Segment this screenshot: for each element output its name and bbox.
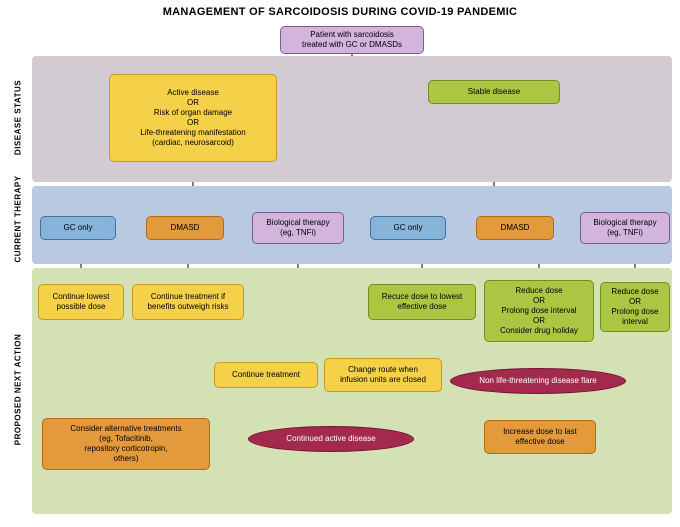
node-increase: Increase dose to last effective dose [484,420,596,454]
node-alt: Consider alternative treatments (eg, Tof… [42,418,210,470]
node-stable: Stable disease [428,80,560,104]
node-a7: Reduce dose OR Prolong dose interval [600,282,670,332]
node-dmasd_r: DMASD [476,216,554,240]
node-a1: Continue lowest possible dose [38,284,124,320]
node-a2: Continue treatment if benefits outweigh … [132,284,244,320]
node-bio_r: Biological therapy (eg, TNFi) [580,212,670,244]
node-bio_l: Biological therapy (eg, TNFi) [252,212,344,244]
node-gc_r: GC only [370,216,446,240]
panel-label-action: PROPOSED NEXT ACTION [14,267,23,513]
node-flare: Non life-threatening disease flare [450,368,626,394]
node-a5: Recuce dose to lowest effective dose [368,284,476,320]
flowchart-canvas: DISEASE STATUSCURRENT THERAPYPROPOSED NE… [32,22,672,520]
chart-title: MANAGEMENT OF SARCOIDOSIS DURING COVID-1… [0,0,680,22]
node-root: Patient with sarcoidosis treated with GC… [280,26,424,54]
node-a3: Continue treatment [214,362,318,388]
node-gc_l: GC only [40,216,116,240]
node-a6: Reduce dose OR Prolong dose interval OR … [484,280,594,342]
panel-label-therapy: CURRENT THERAPY [14,185,23,263]
panel-label-status: DISEASE STATUS [14,55,23,181]
panel-therapy [32,186,672,264]
node-cont_active: Continued active disease [248,426,414,452]
node-active: Active disease OR Risk of organ damage O… [109,74,277,162]
node-dmasd_l: DMASD [146,216,224,240]
node-a4: Change route when infusion units are clo… [324,358,442,392]
